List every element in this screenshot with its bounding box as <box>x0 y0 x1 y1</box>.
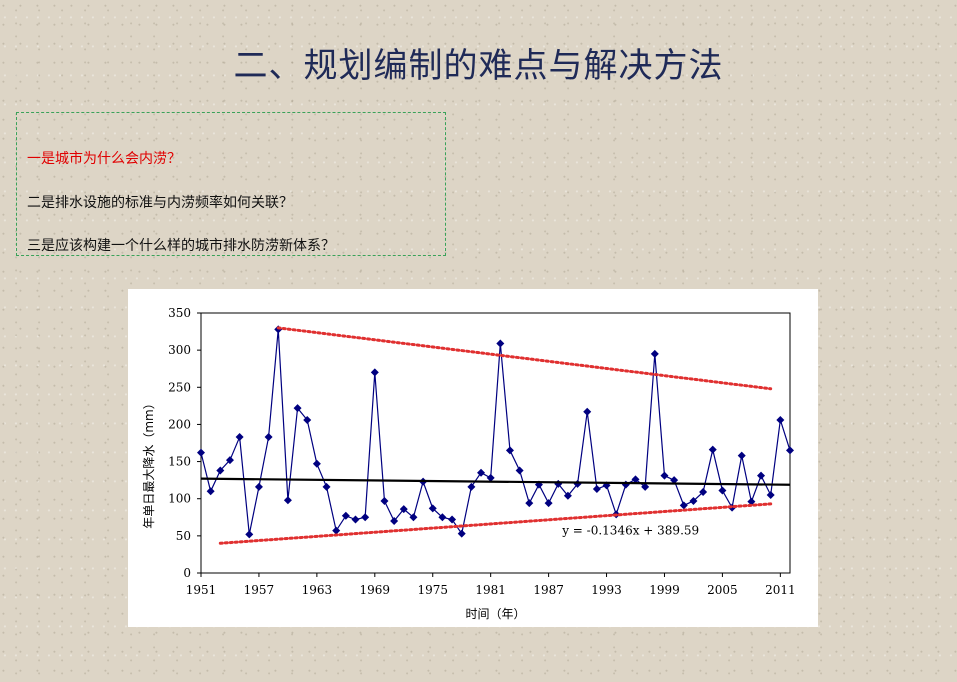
x-tick-label: 1975 <box>417 583 448 597</box>
rainfall-point <box>303 415 312 424</box>
rainfall-point <box>679 501 688 510</box>
y-tick-label: 100 <box>168 492 191 506</box>
rainfall-point <box>592 485 601 494</box>
rainfall-point <box>505 446 514 455</box>
y-tick-label: 200 <box>168 417 191 431</box>
rainfall-point <box>544 499 553 508</box>
rainfall-point <box>351 515 360 524</box>
lower-envelope-line <box>218 502 773 545</box>
rainfall-point <box>718 486 727 495</box>
question-item-2: 二是排水设施的标准与内涝频率如何关联？ <box>27 195 293 211</box>
rainfall-point <box>332 526 341 535</box>
slide-title: 二、规划编制的难点与解决方法 <box>233 46 724 86</box>
rainfall-point <box>428 504 437 513</box>
y-axis-title: 年单日最大降水（mm） <box>142 397 156 528</box>
x-tick-label: 2011 <box>765 583 796 597</box>
rainfall-point <box>515 466 524 475</box>
rainfall-point <box>293 404 302 413</box>
rainfall-point <box>225 456 234 465</box>
rainfall-point <box>467 482 476 491</box>
rainfall-point <box>776 415 785 424</box>
rainfall-point <box>496 339 505 348</box>
y-tick-label: 50 <box>176 529 191 543</box>
rainfall-point <box>216 466 225 475</box>
rainfall-point <box>477 468 486 477</box>
rainfall-point <box>254 482 263 491</box>
x-tick-label: 1981 <box>475 583 506 597</box>
question-item-1: 一是城市为什么会内涝？ <box>27 151 181 167</box>
rainfall-point <box>631 475 640 484</box>
trend-line <box>200 477 791 486</box>
rainfall-point <box>689 496 698 505</box>
y-tick-label: 0 <box>183 566 191 580</box>
question-item-3: 三是应该构建一个什么样的城市排水防涝新体系？ <box>27 238 335 254</box>
rainfall-point <box>370 368 379 377</box>
rainfall-point <box>361 513 370 522</box>
y-tick-label: 150 <box>168 455 191 469</box>
x-tick-label: 1957 <box>244 583 275 597</box>
rainfall-point <box>757 471 766 480</box>
rainfall-point <box>708 445 717 454</box>
rainfall-point <box>322 482 331 491</box>
rainfall-point <box>699 488 708 497</box>
rainfall-point <box>206 487 215 496</box>
rainfall-point <box>486 473 495 482</box>
rainfall-point <box>737 451 746 460</box>
rainfall-point <box>583 407 592 416</box>
trend-equation: y = -0.1346x + 389.59 <box>561 523 699 537</box>
x-tick-label: 1987 <box>533 583 564 597</box>
rainfall-point <box>660 471 669 480</box>
rainfall-point <box>786 446 794 455</box>
x-axis-title: 时间（年） <box>465 607 525 621</box>
rainfall-point <box>457 529 466 538</box>
y-tick-label: 250 <box>168 380 191 394</box>
upper-envelope-line <box>276 326 773 391</box>
rainfall-point <box>747 497 756 506</box>
rainfall-point <box>448 515 457 524</box>
rainfall-point <box>525 499 534 508</box>
x-tick-label: 1963 <box>302 583 333 597</box>
plot-frame <box>200 312 791 574</box>
rainfall-point <box>438 513 447 522</box>
rainfall-point <box>380 496 389 505</box>
x-tick-label: 1951 <box>186 583 217 597</box>
rainfall-point <box>650 349 659 358</box>
rainfall-point <box>409 513 418 522</box>
rainfall-point <box>235 433 244 442</box>
rainfall-point <box>283 496 292 505</box>
rainfall-point <box>563 491 572 500</box>
y-tick-label: 300 <box>168 343 191 357</box>
rainfall-point <box>641 482 650 491</box>
x-tick-label: 1993 <box>591 583 622 597</box>
rainfall-point <box>399 505 408 514</box>
rainfall-point <box>766 491 775 499</box>
rainfall-point <box>341 511 350 520</box>
x-tick-label: 1969 <box>360 583 391 597</box>
rainfall-point <box>264 433 273 442</box>
rainfall-chart: 0 50 100 150 200 250 300 350 1951 1957 1963 1969 197… <box>142 306 796 621</box>
rainfall-point <box>197 448 205 457</box>
rainfall-series-line <box>200 329 791 536</box>
rainfall-chart-panel: 0 50 100 150 200 250 300 350 1951 1957 1963 1969 197… <box>128 289 818 627</box>
rainfall-point <box>621 480 630 489</box>
rainfall-point <box>245 530 254 539</box>
x-tick-label: 2005 <box>707 583 738 597</box>
x-tick-label: 1999 <box>649 583 680 597</box>
y-tick-label: 350 <box>168 306 191 320</box>
rainfall-point <box>390 517 399 525</box>
question-box: 一是城市为什么会内涝？ 二是排水设施的标准与内涝频率如何关联？ 三是应该构建一个… <box>16 112 446 256</box>
rainfall-point <box>312 459 321 468</box>
rainfall-point <box>670 476 679 485</box>
